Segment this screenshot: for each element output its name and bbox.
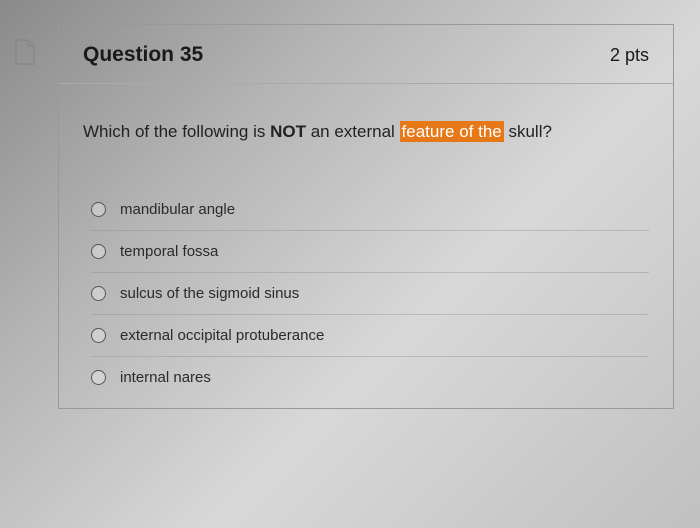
option-row[interactable]: mandibular angle [91,189,649,231]
option-label: sulcus of the sigmoid sinus [120,285,299,302]
page-icon [14,38,36,66]
question-suffix: skull? [504,122,552,141]
question-points: 2 pts [610,45,649,66]
question-prefix: Which of the following is [83,122,270,141]
question-bold: NOT [270,122,306,141]
radio-icon[interactable] [91,286,106,301]
option-row[interactable]: internal nares [91,357,649,398]
options-list: mandibular angle temporal fossa sulcus o… [83,189,649,398]
question-number: Question 35 [83,43,203,67]
option-row[interactable]: temporal fossa [91,231,649,273]
question-text: Which of the following is NOT an externa… [83,118,649,145]
radio-icon[interactable] [91,328,106,343]
option-label: internal nares [120,369,211,386]
radio-icon[interactable] [91,244,106,259]
option-row[interactable]: external occipital protuberance [91,315,649,357]
radio-icon[interactable] [91,370,106,385]
option-label: external occipital protuberance [120,327,324,344]
card-body: Which of the following is NOT an externa… [59,84,673,408]
radio-icon[interactable] [91,202,106,217]
option-label: temporal fossa [120,243,218,260]
question-highlight: feature of the [400,121,504,142]
card-header: Question 35 2 pts [59,25,673,84]
option-label: mandibular angle [120,201,235,218]
option-row[interactable]: sulcus of the sigmoid sinus [91,273,649,315]
question-mid: an external [306,122,400,141]
question-card: Question 35 2 pts Which of the following… [58,24,674,409]
